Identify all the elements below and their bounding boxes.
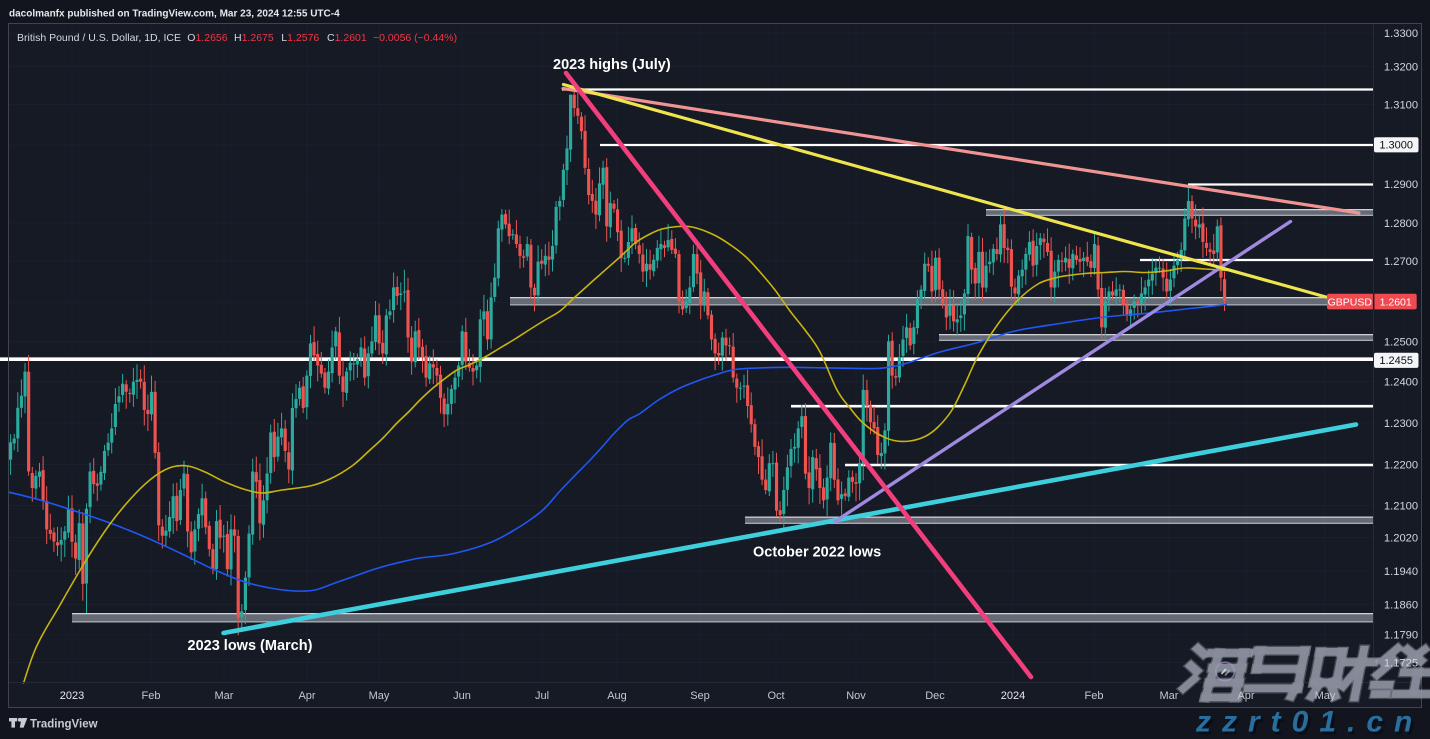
svg-text:zzrt01.cn: zzrt01.cn: [1195, 706, 1423, 739]
svg-text:1.3100: 1.3100: [1384, 99, 1418, 111]
svg-text:1.1940: 1.1940: [1384, 566, 1418, 578]
svg-text:GBPUSD: GBPUSD: [1328, 297, 1373, 309]
svg-text:2023 highs (July): 2023 highs (July): [553, 57, 671, 73]
svg-text:Jun: Jun: [453, 690, 471, 702]
svg-text:Jul: Jul: [535, 690, 549, 702]
svg-text:British Pound / U.S. Dollar, 1: British Pound / U.S. Dollar, 1D, ICE O1.2…: [17, 32, 457, 44]
svg-text:1.2200: 1.2200: [1384, 459, 1418, 471]
svg-text:2023 lows (March): 2023 lows (March): [188, 638, 313, 654]
svg-text:Mar: Mar: [1160, 690, 1179, 702]
svg-text:1.2020: 1.2020: [1384, 532, 1418, 544]
svg-text:Mar: Mar: [215, 690, 234, 702]
svg-text:Nov: Nov: [846, 690, 866, 702]
svg-text:1.1790: 1.1790: [1384, 630, 1418, 642]
svg-text:May: May: [369, 690, 390, 702]
svg-text:May: May: [1315, 690, 1336, 702]
svg-text:1.2455: 1.2455: [1379, 355, 1413, 367]
svg-text:zzrt01.cn: zzrt01.cn: [1198, 709, 1426, 739]
svg-text:2024: 2024: [1001, 690, 1025, 702]
svg-text:Aug: Aug: [607, 690, 627, 702]
svg-text:Apr: Apr: [298, 690, 315, 702]
svg-text:1.2500: 1.2500: [1384, 336, 1418, 348]
svg-text:1.3200: 1.3200: [1384, 61, 1418, 73]
svg-text:1.2800: 1.2800: [1384, 218, 1418, 230]
svg-text:1.2400: 1.2400: [1384, 376, 1418, 388]
svg-text:2023: 2023: [60, 690, 84, 702]
svg-text:1.2300: 1.2300: [1384, 418, 1418, 430]
svg-text:Sep: Sep: [690, 690, 710, 702]
svg-text:Feb: Feb: [142, 690, 161, 702]
svg-text:Apr: Apr: [1237, 690, 1254, 702]
svg-text:1.2601: 1.2601: [1380, 297, 1412, 309]
svg-text:1.3000: 1.3000: [1379, 140, 1413, 152]
svg-text:1.2700: 1.2700: [1384, 256, 1418, 268]
svg-text:1.3300: 1.3300: [1384, 28, 1418, 40]
svg-text:dacolmanfx published on Tradin: dacolmanfx published on TradingView.com,…: [9, 9, 340, 20]
svg-text:Oct: Oct: [767, 690, 784, 702]
svg-text:Feb: Feb: [1085, 690, 1104, 702]
svg-text:1.1860: 1.1860: [1384, 599, 1418, 611]
svg-text:TradingView: TradingView: [30, 719, 98, 731]
svg-text:1.2900: 1.2900: [1384, 179, 1418, 191]
svg-text:Dec: Dec: [925, 690, 945, 702]
svg-text:1.2100: 1.2100: [1384, 500, 1418, 512]
svg-text:1.1725: 1.1725: [1384, 657, 1418, 669]
svg-text:October 2022 lows: October 2022 lows: [753, 545, 881, 561]
